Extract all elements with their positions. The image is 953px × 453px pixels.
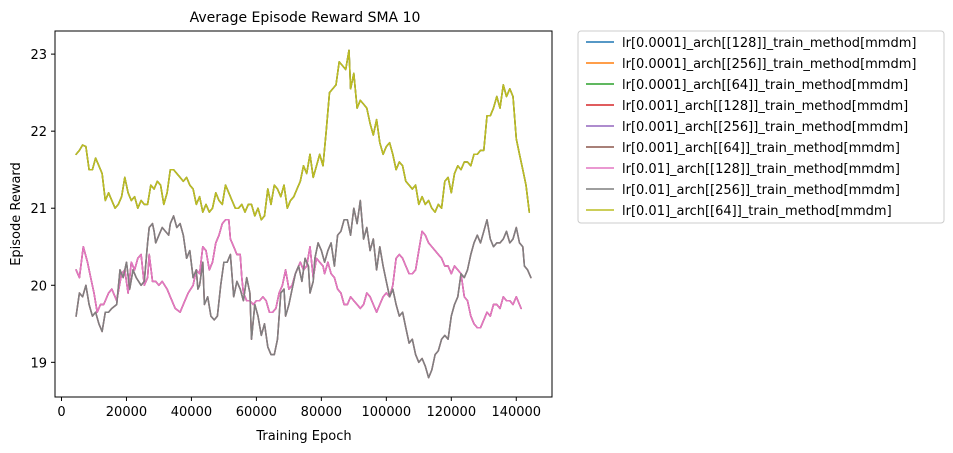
series-line-9 [75,49,531,221]
series-line-3 [75,49,531,221]
legend-label: lr[0.0001]_arch[[128]]_train_method[mmdm… [622,36,916,51]
y-tick-label: 22 [30,125,47,140]
x-tick-label: 80000 [301,405,342,420]
y-axis: 19 20 21 22 23 [30,48,55,371]
legend-label: lr[0.001]_arch[[128]]_train_method[mmdm] [622,99,908,114]
series-line-7 [75,219,522,329]
x-tick-label: 140000 [491,405,541,420]
legend-label: lr[0.0001]_arch[[64]]_train_method[mmdm] [622,78,908,93]
x-tick-label: 40000 [171,405,212,420]
x-axis-label: Training Epoch [255,429,351,444]
chart-title: Average Episode Reward SMA 10 [190,10,421,26]
legend: lr[0.0001]_arch[[128]]_train_method[mmdm… [577,30,945,224]
y-tick-label: 19 [30,356,47,371]
x-tick-label: 60000 [236,405,277,420]
y-tick-label: 21 [30,202,47,217]
legend-label: lr[0.0001]_arch[[256]]_train_method[mmdm… [622,57,916,72]
legend-label: lr[0.001]_arch[[256]]_train_method[mmdm] [622,120,908,135]
x-tick-label: 100000 [362,405,412,420]
x-axis: 0 20000 40000 60000 80000 100000 120000 140000 [57,397,541,420]
series-line-6 [75,49,531,221]
plot-lines [75,49,532,379]
y-tick-label: 20 [30,279,47,294]
y-axis-label: Episode Reward [9,162,24,266]
series-line-8 [75,199,532,379]
legend-label: lr[0.01]_arch[[256]]_train_method[mmdm] [622,183,900,198]
x-tick-label: 20000 [106,405,147,420]
y-tick-label: 23 [30,48,47,63]
plot-frame [54,30,553,398]
legend-label: lr[0.01]_arch[[128]]_train_method[mmdm] [622,162,900,177]
legend-label: lr[0.001]_arch[[64]]_train_method[mmdm] [622,141,900,156]
x-tick-label: 120000 [426,405,476,420]
legend-label: lr[0.01]_arch[[64]]_train_method[mmdm] [622,204,892,219]
x-tick-label: 0 [57,405,65,420]
legend-frame [577,30,945,224]
